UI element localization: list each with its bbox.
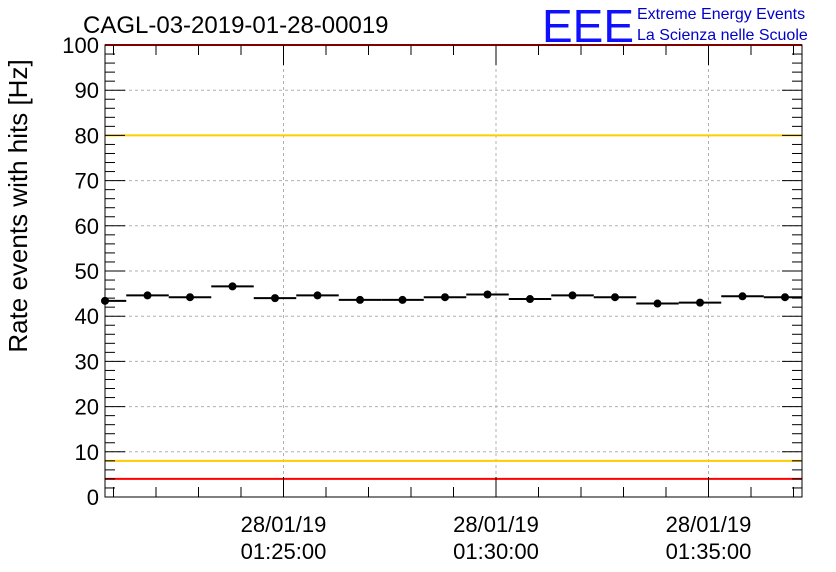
data-point (441, 293, 449, 302)
y-tick-label: 20 (75, 395, 99, 420)
y-axis-title: Rate events with hits [Hz] (3, 59, 33, 352)
y-tick-label: 70 (75, 169, 99, 194)
y-tick-label: 50 (75, 259, 99, 284)
eee-logo: EEE Extreme Energy Events La Scienza nel… (542, 0, 808, 52)
y-tick-label: 100 (62, 33, 99, 58)
data-point (356, 295, 364, 304)
x-tick-date: 28/01/19 (453, 512, 539, 537)
data-point (143, 291, 152, 300)
y-tick-label: 80 (75, 123, 99, 148)
logo-line2: La Scienza nelle Scuole (637, 27, 808, 44)
x-tick-date: 28/01/19 (241, 512, 327, 537)
logo-mark: EEE (542, 0, 634, 52)
data-point (186, 293, 194, 302)
chart-title: CAGL-03-2019-01-28-00019 (83, 12, 389, 39)
x-tick-time: 01:35:00 (666, 539, 752, 564)
data-point (568, 291, 577, 300)
data-layer (101, 282, 802, 308)
tick-labels: 010203040506070809010028/01/1901:25:0028… (62, 33, 752, 564)
data-point (738, 292, 747, 301)
data-point (611, 293, 619, 302)
grid-layer (105, 45, 802, 497)
data-point (228, 282, 237, 291)
y-tick-label: 10 (75, 440, 99, 465)
data-point (313, 291, 322, 300)
y-tick-label: 30 (75, 349, 99, 374)
data-point (398, 295, 407, 304)
x-tick-time: 01:25:00 (241, 539, 327, 564)
y-tick-label: 40 (75, 304, 99, 329)
data-point (781, 293, 789, 302)
data-point (653, 299, 662, 308)
data-point (483, 290, 492, 299)
tick-layer (105, 44, 802, 498)
data-point (526, 295, 534, 304)
y-tick-label: 90 (75, 78, 99, 103)
logo-line1: Extreme Energy Events (637, 6, 805, 23)
data-point (696, 298, 704, 307)
y-tick-label: 60 (75, 214, 99, 239)
y-tick-label: 0 (87, 485, 99, 510)
data-point (271, 294, 279, 303)
reference-lines (105, 44, 802, 480)
x-tick-date: 28/01/19 (666, 512, 752, 537)
x-tick-time: 01:30:00 (453, 539, 539, 564)
